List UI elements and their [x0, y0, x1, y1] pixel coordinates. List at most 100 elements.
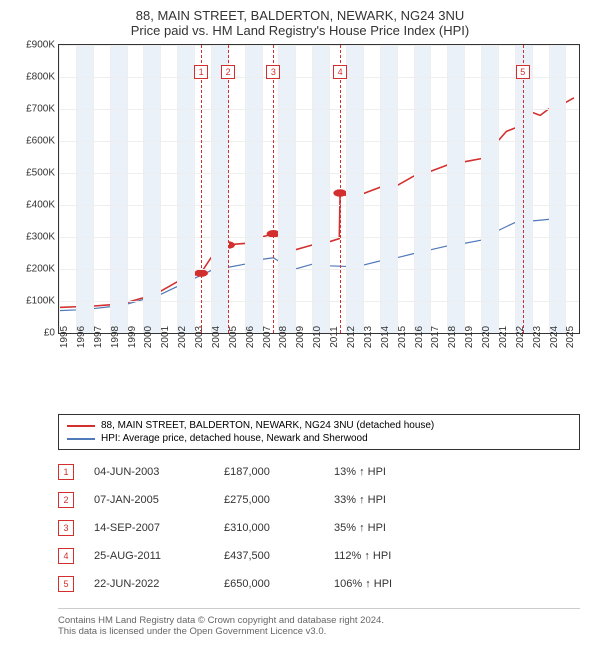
title-address: 88, MAIN STREET, BALDERTON, NEWARK, NG24…	[10, 8, 590, 23]
x-axis-label: 2004	[211, 326, 222, 348]
y-axis-label: £700K	[26, 104, 55, 115]
x-axis-label: 1996	[76, 326, 87, 348]
sale-row: 1 04-JUN-2003 £187,000 13% ↑ HPI	[58, 458, 580, 486]
x-axis-label: 2020	[481, 326, 492, 348]
footer-line: Contains HM Land Registry data © Crown c…	[58, 615, 580, 626]
x-axis-label: 2015	[397, 326, 408, 348]
sale-price: £310,000	[224, 522, 314, 534]
footer-line: This data is licensed under the Open Gov…	[58, 626, 580, 637]
y-axis-label: £900K	[26, 40, 55, 51]
x-axis-label: 2013	[363, 326, 374, 348]
legend-label: 88, MAIN STREET, BALDERTON, NEWARK, NG24…	[101, 420, 434, 431]
sale-row: 425-AUG-2011£437,500112% ↑ HPI	[58, 542, 580, 570]
x-axis-label: 2023	[532, 326, 543, 348]
x-axis-label: 2002	[177, 326, 188, 348]
x-axis-label: 2011	[329, 326, 340, 348]
sale-flag: 1	[58, 464, 74, 480]
x-axis-label: 2021	[498, 326, 509, 348]
title-subtitle: Price paid vs. HM Land Registry's House …	[10, 23, 590, 38]
x-axis-label: 2007	[262, 326, 273, 348]
x-axis-label: 2025	[565, 326, 576, 348]
sale-date: 07-JAN-2005	[94, 494, 204, 506]
chart-area: £0£100K£200K£300K£400K£500K£600K£700K£80…	[58, 44, 580, 374]
sale-date: 04-JUN-2003	[94, 466, 204, 478]
year-band	[414, 45, 431, 333]
legend-item: 88, MAIN STREET, BALDERTON, NEWARK, NG24…	[67, 419, 571, 432]
y-axis-label: £300K	[26, 232, 55, 243]
y-axis-label: £500K	[26, 168, 55, 179]
sale-pct: 33% ↑ HPI	[334, 494, 454, 506]
sale-price: £275,000	[224, 494, 314, 506]
x-axis-label: 1997	[93, 326, 104, 348]
year-band	[211, 45, 228, 333]
sale-flag: 5	[58, 576, 74, 592]
sale-pct: 106% ↑ HPI	[334, 578, 454, 590]
x-axis-label: 2006	[245, 326, 256, 348]
legend-item: HPI: Average price, detached house, Newa…	[67, 432, 571, 445]
sale-marker-line	[273, 45, 274, 333]
sale-marker-flag: 5	[516, 65, 530, 79]
y-axis-label: £100K	[26, 296, 55, 307]
sale-marker-flag: 1	[194, 65, 208, 79]
year-band	[481, 45, 498, 333]
y-axis-label: £400K	[26, 200, 55, 211]
sale-marker-flag: 4	[333, 65, 347, 79]
sale-price: £437,500	[224, 550, 314, 562]
year-band	[177, 45, 194, 333]
legend: 88, MAIN STREET, BALDERTON, NEWARK, NG24…	[58, 414, 580, 450]
sale-marker-flag: 2	[221, 65, 235, 79]
legend-swatch	[67, 438, 95, 440]
x-axis-label: 2008	[278, 326, 289, 348]
sale-pct: 112% ↑ HPI	[334, 550, 454, 562]
y-axis-label: £200K	[26, 264, 55, 275]
x-axis-label: 2012	[346, 326, 357, 348]
sale-marker-flag: 3	[266, 65, 280, 79]
x-axis-label: 2010	[312, 326, 323, 348]
legend-label: HPI: Average price, detached house, Newa…	[101, 433, 368, 444]
year-band	[76, 45, 93, 333]
year-band	[245, 45, 262, 333]
year-band	[346, 45, 363, 333]
sale-flag: 2	[58, 492, 74, 508]
sale-marker-line	[340, 45, 341, 333]
x-axis-label: 1999	[127, 326, 138, 348]
y-axis-label: £800K	[26, 72, 55, 83]
x-axis-label: 2001	[160, 326, 171, 348]
sale-flag: 4	[58, 548, 74, 564]
x-axis-label: 1998	[110, 326, 121, 348]
sale-flag: 3	[58, 520, 74, 536]
y-axis-label: £0	[44, 328, 55, 339]
plot: £0£100K£200K£300K£400K£500K£600K£700K£80…	[58, 44, 580, 334]
sale-price: £187,000	[224, 466, 314, 478]
x-axis-label: 2009	[295, 326, 306, 348]
sale-pct: 35% ↑ HPI	[334, 522, 454, 534]
sale-row: 3 14-SEP-2007 £310,000 35% ↑ HPI	[58, 514, 580, 542]
sale-marker-line	[201, 45, 202, 333]
title-block: 88, MAIN STREET, BALDERTON, NEWARK, NG24…	[10, 8, 590, 38]
year-band	[549, 45, 566, 333]
sales-table: 1 04-JUN-2003 £187,000 13% ↑ HPI 2 07-JAN-200…	[58, 458, 580, 598]
x-axis-label: 2024	[549, 326, 560, 348]
year-band	[278, 45, 295, 333]
x-axis-label: 2014	[380, 326, 391, 348]
year-band	[447, 45, 464, 333]
x-axis-label: 2005	[228, 326, 239, 348]
year-band	[143, 45, 160, 333]
sale-date: 22-JUN-2022	[94, 578, 204, 590]
chart-container: 88, MAIN STREET, BALDERTON, NEWARK, NG24…	[0, 0, 600, 645]
x-axis-label: 2022	[515, 326, 526, 348]
sale-row: 5 22-JUN-2022 £650,000 106% ↑ HPI	[58, 570, 580, 598]
sale-date: 14-SEP-2007	[94, 522, 204, 534]
y-axis-label: £600K	[26, 136, 55, 147]
year-band	[312, 45, 329, 333]
sale-row: 2 07-JAN-2005 £275,000 33% ↑ HPI	[58, 486, 580, 514]
sale-price: £650,000	[224, 578, 314, 590]
year-band	[110, 45, 127, 333]
sale-marker-line	[523, 45, 524, 333]
x-axis-label: 2000	[143, 326, 154, 348]
x-axis-label: 2016	[414, 326, 425, 348]
sale-marker-line	[228, 45, 229, 333]
sale-pct: 13% ↑ HPI	[334, 466, 454, 478]
legend-swatch	[67, 425, 95, 427]
x-axis-label: 2017	[430, 326, 441, 348]
